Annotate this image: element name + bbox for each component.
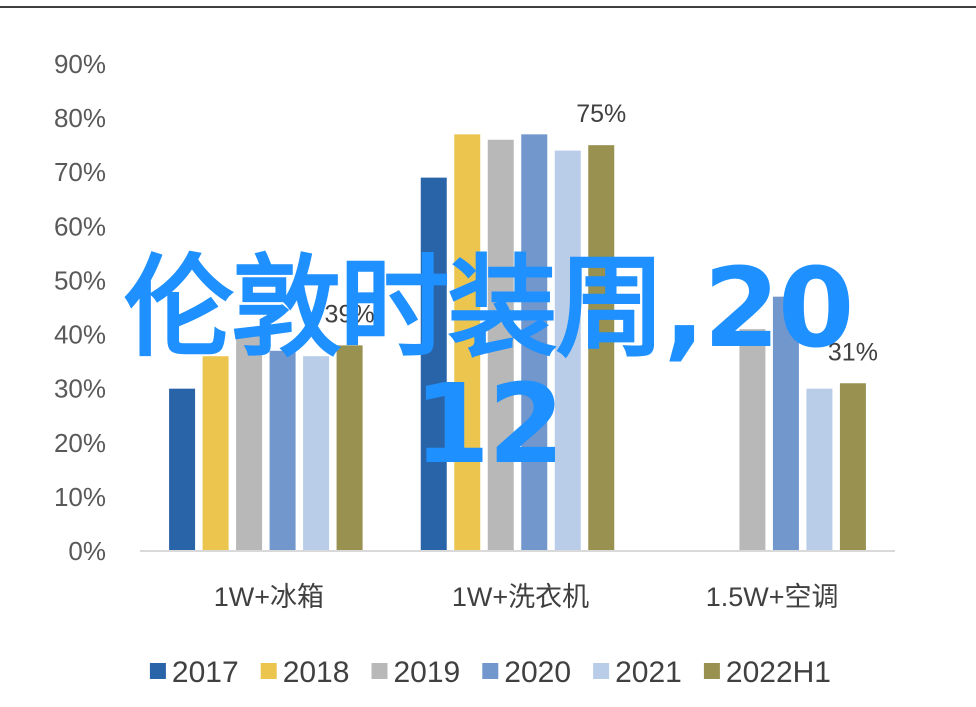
legend-label-2020: 2020 — [504, 656, 571, 689]
legend-label-2022H1: 2022H1 — [726, 656, 831, 689]
bar-2017-1 — [420, 177, 447, 551]
bar-2021-1 — [554, 150, 581, 552]
data-label: 31% — [828, 338, 878, 366]
bar-2019-0 — [236, 334, 263, 551]
bar-2022H1-2 — [839, 383, 866, 551]
bar-2020-1 — [521, 134, 548, 551]
x-category-label: 1W+洗衣机 — [452, 582, 589, 612]
legend-swatch-2019 — [371, 663, 388, 679]
y-tick-label: 60% — [54, 211, 106, 241]
y-tick-label: 50% — [54, 265, 106, 295]
y-tick-label: 30% — [54, 374, 106, 404]
y-axis-ticks: 0% 10% 20% 30% 40% 50% 60% 70% 80% 90% — [54, 49, 106, 566]
bar-2020-2 — [772, 296, 799, 551]
data-label: 39% — [325, 300, 375, 328]
legend-swatch-2020 — [482, 663, 499, 679]
bar-2021-0 — [303, 356, 330, 551]
y-tick-label: 40% — [54, 320, 106, 350]
bar-2022H1-1 — [588, 145, 615, 551]
data-labels: 39% 75% 31% — [325, 100, 878, 366]
x-axis-category-labels: 1W+冰箱 1W+洗衣机 1.5W+空调 — [214, 582, 839, 612]
legend-swatch-2018 — [260, 663, 277, 679]
bar-2019-1 — [487, 139, 514, 551]
legend-swatch-2017 — [149, 663, 166, 679]
legend-label-2018: 2018 — [283, 656, 350, 689]
x-category-label: 1.5W+空调 — [706, 582, 839, 612]
y-tick-label: 20% — [54, 428, 106, 458]
x-category-label: 1W+冰箱 — [214, 582, 324, 612]
bar-2018-1 — [454, 134, 481, 551]
legend-label-2021: 2021 — [615, 656, 682, 689]
y-tick-label: 0% — [68, 536, 106, 566]
y-tick-label: 80% — [54, 103, 106, 133]
legend-label-2019: 2019 — [394, 656, 461, 689]
legend-swatch-2021 — [593, 663, 610, 679]
bar-2019-2 — [739, 329, 766, 551]
legend-swatch-2022H1 — [703, 663, 720, 679]
bar-2018-0 — [202, 356, 229, 551]
bar-2022H1-0 — [336, 345, 363, 551]
bar-2021-2 — [806, 388, 833, 551]
y-tick-label: 10% — [54, 482, 106, 512]
bars — [169, 134, 866, 552]
data-label: 75% — [576, 100, 626, 128]
legend-label-2017: 2017 — [172, 656, 239, 689]
y-tick-label: 70% — [54, 157, 106, 187]
legend: 2017 2018 2019 2020 2021 2022H1 — [149, 656, 831, 689]
bar-2020-0 — [269, 350, 296, 551]
y-tick-label: 90% — [54, 49, 106, 79]
bar-2017-0 — [169, 388, 196, 551]
